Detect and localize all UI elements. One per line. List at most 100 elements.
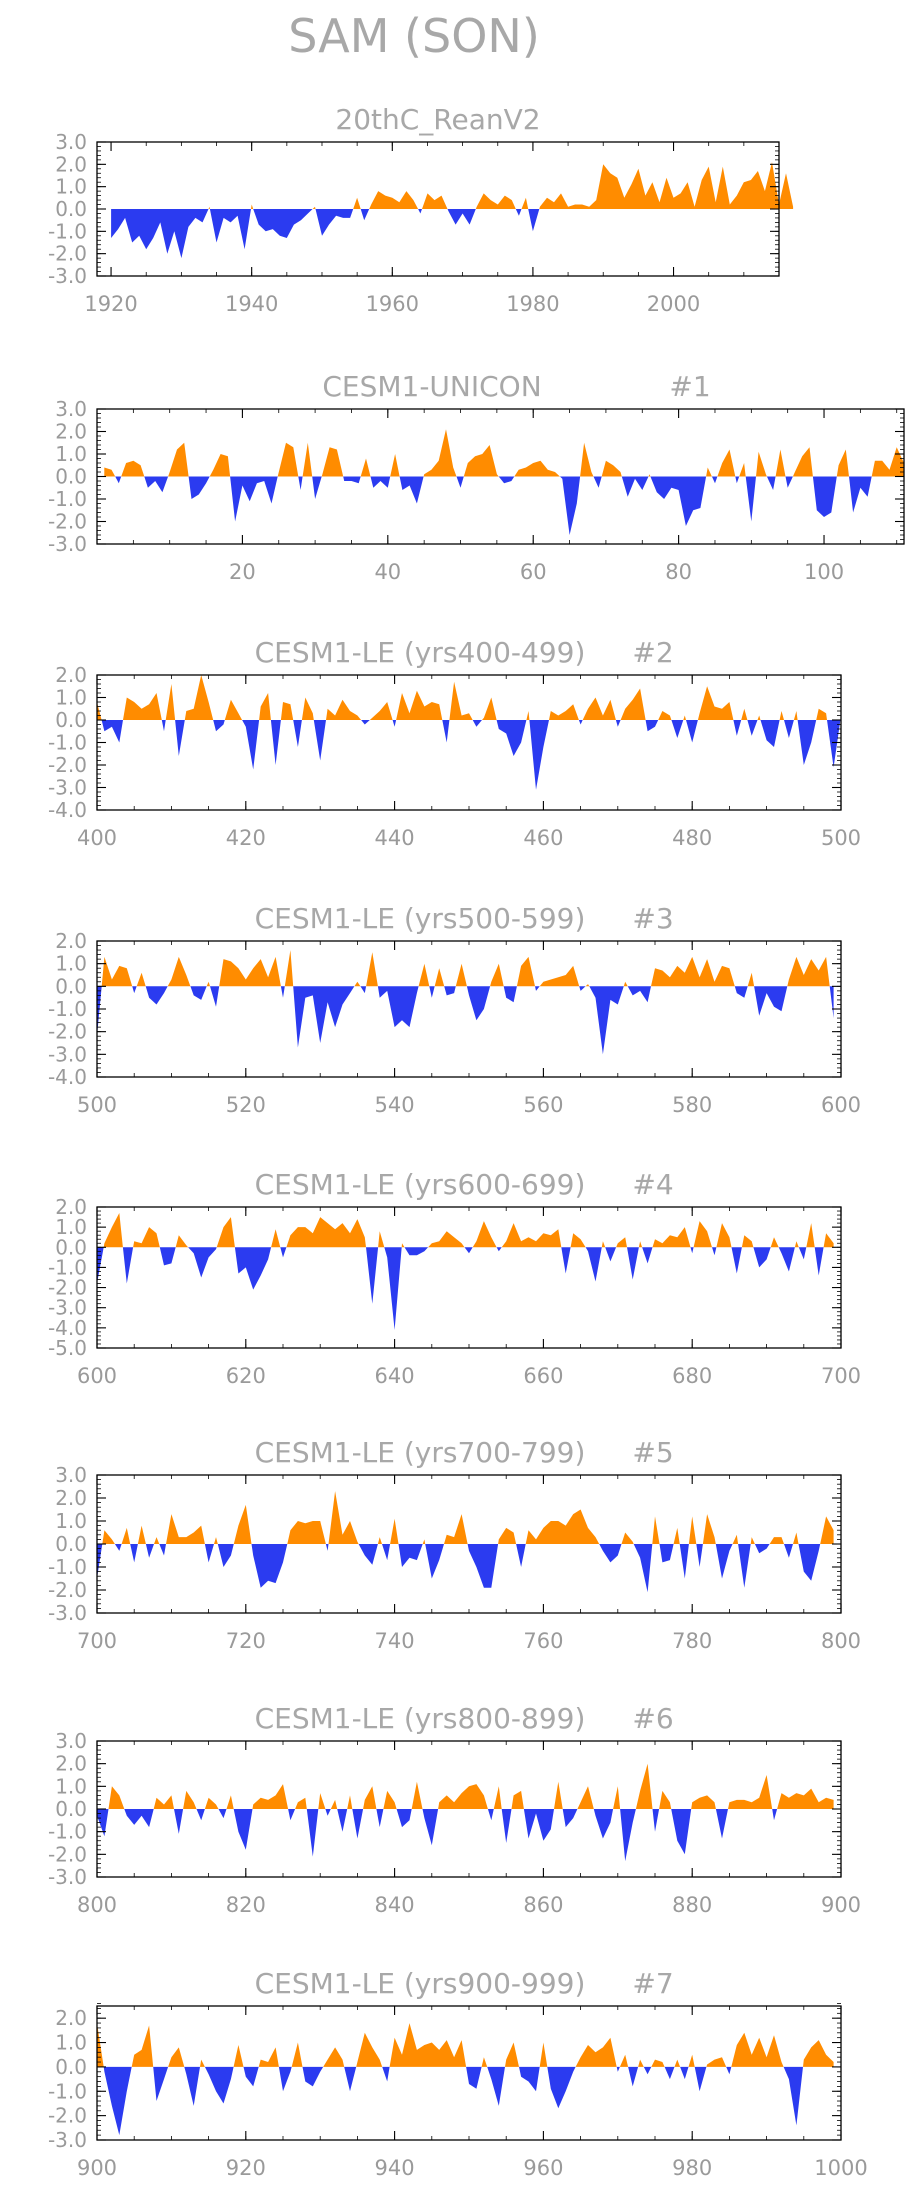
panel-7: -3.0-2.0-1.00.01.02.03.0 800 820 840 860 880 9…: [48, 1702, 861, 1917]
x-tick-label: 80: [665, 560, 692, 584]
y-tick-label: 0.0: [55, 2055, 87, 2079]
panel-tag: #1: [669, 370, 710, 403]
x-tick-label: 40: [374, 560, 401, 584]
positive-area: [97, 950, 834, 987]
x-tick-label: 500: [821, 826, 861, 850]
x-tick-label: 700: [821, 1364, 861, 1388]
x-tick-label: 440: [375, 826, 415, 850]
y-tick-label: 1.0: [55, 1509, 87, 1533]
panel-title: CESM1-LE (yrs900-999): [255, 1967, 586, 2000]
y-tick-label: -1.0: [48, 219, 87, 243]
x-tick-label: 960: [523, 2156, 563, 2180]
x-tick-label: 60: [520, 560, 547, 584]
y-tick-label: -2.0: [48, 1276, 87, 1300]
x-tick-label: 940: [375, 2156, 415, 2180]
y-tick-label: -3.0: [48, 1042, 87, 1066]
x-tick-label: 600: [77, 1364, 117, 1388]
panel-title: CESM1-LE (yrs800-899): [255, 1702, 586, 1735]
x-tick-label: 800: [77, 1893, 117, 1917]
y-tick-label: 1.0: [55, 1774, 87, 1798]
x-tick-label: 540: [375, 1093, 415, 1117]
y-tick-label: 2.0: [55, 1486, 87, 1510]
y-tick-label: -2.0: [48, 1578, 87, 1602]
y-tick-label: 3.0: [55, 397, 87, 421]
y-tick-label: -2.0: [48, 753, 87, 777]
y-tick-label: -1.0: [48, 1555, 87, 1579]
y-tick-label: -3.0: [48, 532, 87, 556]
negative-area: [97, 1809, 834, 1862]
y-tick-label: 2.0: [55, 2006, 87, 2030]
y-tick-label: 3.0: [55, 1463, 87, 1487]
positive-area: [97, 1491, 834, 1544]
y-tick-label: -4.0: [48, 1065, 87, 1089]
panel-4: -4.0-3.0-2.0-1.00.01.02.0 500 520 540 560 580…: [48, 902, 861, 1117]
x-tick-label: 560: [523, 1093, 563, 1117]
x-tick-label: 1940: [225, 292, 278, 316]
panel-tag: #6: [632, 1702, 673, 1735]
negative-area: [97, 720, 841, 790]
panel-1: -3.0-2.0-1.00.01.02.03.0 1920 1940 1960 1980…: [48, 103, 794, 316]
x-tick-label: 2000: [647, 292, 700, 316]
x-tick-label: 900: [77, 2156, 117, 2180]
x-tick-label: 780: [672, 1629, 712, 1653]
y-tick-label: 1.0: [55, 1215, 87, 1239]
y-tick-label: -1.0: [48, 731, 87, 755]
y-tick-label: -1.0: [48, 997, 87, 1021]
x-tick-label: 1960: [366, 292, 419, 316]
panel-title: CESM1-LE (yrs600-699): [255, 1168, 586, 1201]
x-tick-label: 840: [375, 1893, 415, 1917]
x-tick-label: 640: [375, 1364, 415, 1388]
negative-area: [97, 1544, 834, 1593]
positive-area: [97, 675, 841, 720]
x-tick-label: 600: [821, 1093, 861, 1117]
y-tick-label: 2.0: [55, 420, 87, 444]
panel-5: -5.0-4.0-3.0-2.0-1.00.01.02.0 600 620 640 66…: [48, 1168, 861, 1388]
positive-area: [111, 162, 794, 209]
panel-title: CESM1-LE (yrs700-799): [255, 1436, 586, 1469]
x-tick-label: 880: [672, 1893, 712, 1917]
panel-tag: #3: [632, 902, 673, 935]
x-tick-label: 20: [229, 560, 256, 584]
y-tick-label: -3.0: [48, 2128, 87, 2152]
x-tick-label: 660: [523, 1364, 563, 1388]
panel-6: -3.0-2.0-1.00.01.02.03.0 700 720 740 760 780 8…: [48, 1436, 861, 1653]
x-tick-label: 520: [226, 1093, 266, 1117]
positive-area: [97, 2023, 834, 2067]
y-tick-label: 1.0: [55, 175, 87, 199]
y-tick-label: -4.0: [48, 798, 87, 822]
y-tick-label: 0.0: [55, 1532, 87, 1556]
negative-area: [97, 986, 834, 1055]
y-tick-label: -3.0: [48, 1296, 87, 1320]
panel-tag: #2: [632, 636, 673, 669]
x-tick-label: 620: [226, 1364, 266, 1388]
y-tick-label: 1.0: [55, 2031, 87, 2055]
y-tick-label: -2.0: [48, 2104, 87, 2128]
y-tick-label: -1.0: [48, 1255, 87, 1279]
y-tick-label: 3.0: [55, 130, 87, 154]
y-tick-label: -2.0: [48, 510, 87, 534]
y-tick-label: 0.0: [55, 1235, 87, 1259]
negative-area: [104, 476, 905, 535]
x-tick-label: 1920: [84, 292, 137, 316]
x-tick-label: 580: [672, 1093, 712, 1117]
y-tick-label: -4.0: [48, 1316, 87, 1340]
x-tick-label: 1980: [506, 292, 559, 316]
x-tick-label: 760: [523, 1629, 563, 1653]
y-tick-label: 1.0: [55, 442, 87, 466]
y-tick-label: -2.0: [48, 1842, 87, 1866]
x-tick-label: 100: [804, 560, 844, 584]
x-tick-label: 900: [821, 1893, 861, 1917]
y-tick-label: 2.0: [55, 1752, 87, 1776]
y-tick-label: 2.0: [55, 929, 87, 953]
x-tick-label: 740: [375, 1629, 415, 1653]
x-tick-label: 420: [226, 826, 266, 850]
plot-frame: [96, 674, 842, 811]
y-tick-label: 3.0: [55, 1729, 87, 1753]
positive-area: [97, 1213, 834, 1248]
panel-8: -3.0-2.0-1.00.01.02.0 900 920 940 960 980 1000…: [48, 1967, 868, 2180]
negative-area: [97, 1247, 834, 1330]
page-title: SAM (SON): [288, 9, 540, 63]
x-tick-label: 500: [77, 1093, 117, 1117]
y-tick-label: 2.0: [55, 152, 87, 176]
